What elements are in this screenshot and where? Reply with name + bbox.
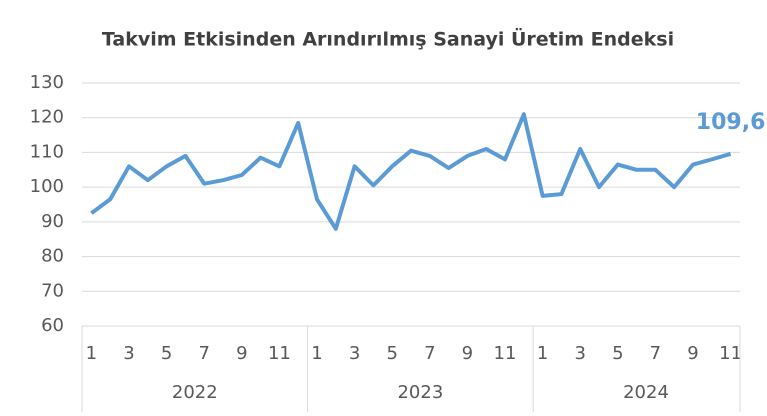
y-tick-label: 80 bbox=[41, 246, 64, 267]
x-tick-label: 3 bbox=[123, 343, 134, 364]
line bbox=[90, 112, 732, 231]
y-tick-label: 90 bbox=[41, 211, 64, 232]
chart-title: Takvim Etkisinden Arındırılmış Sanayi Ür… bbox=[102, 27, 674, 51]
y-tick-label: 60 bbox=[41, 315, 64, 336]
y-tick-label: 70 bbox=[41, 280, 64, 301]
x-tick-label: 11 bbox=[719, 343, 742, 364]
y-tick-label: 100 bbox=[30, 176, 64, 197]
x-tick-label: 11 bbox=[494, 343, 517, 364]
x-tick-label: 5 bbox=[386, 343, 397, 364]
x-tick-label: 1 bbox=[537, 343, 548, 364]
group-label: 2023 bbox=[397, 382, 443, 403]
x-tick-label: 5 bbox=[161, 343, 172, 364]
x-tick-label: 7 bbox=[650, 343, 661, 364]
x-tick-label: 1 bbox=[311, 343, 322, 364]
y-tick-label: 110 bbox=[30, 141, 64, 162]
value-label: 109,6 bbox=[696, 110, 766, 135]
group-label: 2024 bbox=[623, 382, 669, 403]
x-tick-label: 9 bbox=[236, 343, 247, 364]
y-tick-label: 120 bbox=[30, 107, 64, 128]
y-tick-label: 130 bbox=[30, 72, 64, 93]
x-tick-label: 7 bbox=[424, 343, 435, 364]
x-tick-label: 1 bbox=[86, 343, 97, 364]
x-tick-label: 11 bbox=[268, 343, 291, 364]
group-label: 2022 bbox=[172, 382, 218, 403]
x-tick-label: 7 bbox=[198, 343, 209, 364]
x-tick-label: 3 bbox=[574, 343, 585, 364]
x-tick-label: 3 bbox=[349, 343, 360, 364]
x-tick-label: 9 bbox=[687, 343, 698, 364]
x-tick-label: 5 bbox=[612, 343, 623, 364]
x-tick-label: 9 bbox=[462, 343, 473, 364]
